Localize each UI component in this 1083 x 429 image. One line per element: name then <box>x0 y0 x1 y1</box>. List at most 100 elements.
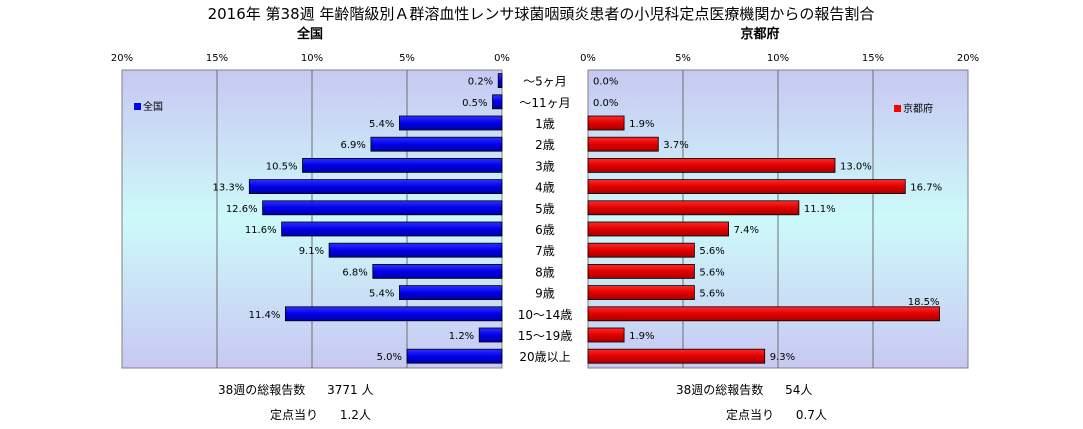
kyoto-per-value: 0.7人 <box>795 408 827 422</box>
chart-title: 2016年 第38週 年齢階級別Ａ群溶血性レンサ球菌咽頭炎患者の小児科定点医療機… <box>208 5 875 23</box>
bar-national <box>478 327 503 343</box>
legend-label-kyoto: 京都府 <box>903 102 933 115</box>
legend-national: 全国 <box>134 100 163 113</box>
bar-national <box>284 306 503 322</box>
bar-national <box>492 94 503 110</box>
tick-label-left: 20% <box>111 53 133 64</box>
bar-label-kyoto: 0.0% <box>593 98 618 109</box>
legend-swatch-kyoto <box>894 105 901 112</box>
bar-label-kyoto: 5.6% <box>699 246 724 257</box>
tick-label-left: 5% <box>399 53 415 64</box>
bar-national <box>372 263 503 279</box>
bar-label-national: 12.6% <box>226 204 258 215</box>
national-per-site: 定点当り 1.2人 <box>270 406 371 423</box>
category-label: ～11ヶ月 <box>519 96 570 110</box>
kyoto-total-label: 38週の総報告数 <box>676 383 764 397</box>
legend-kyoto: 京都府 <box>894 102 933 115</box>
bar-label-national: 13.3% <box>213 183 245 194</box>
national-total: 38週の総報告数 3771 人 <box>218 381 373 398</box>
bar-national <box>370 136 503 152</box>
bar-kyoto <box>587 348 766 364</box>
bar-kyoto <box>587 327 625 343</box>
bar-label-kyoto: 18.5% <box>908 297 940 308</box>
category-label: 8歳 <box>535 265 555 279</box>
bar-label-national: 1.2% <box>449 331 474 342</box>
bar-national <box>398 115 503 131</box>
bar-national <box>328 242 503 258</box>
category-labels: ～5ヶ月 ～11ヶ月 1歳 2歳 3歳 4歳 5歳 6歳 7歳 8歳 9歳 10～14歳 15～19歳 2… <box>518 75 573 365</box>
bar-national <box>248 179 503 195</box>
legend-swatch-national <box>134 103 141 110</box>
bar-label-national: 11.4% <box>249 310 281 321</box>
bar-label-kyoto: 13.0% <box>840 161 872 172</box>
left-panel-title: 全国 <box>296 26 323 42</box>
bar-label-national: 5.0% <box>377 352 402 363</box>
bar-label-kyoto: 11.1% <box>804 204 836 215</box>
bar-national <box>398 285 503 301</box>
bar-label-kyoto: 3.7% <box>663 140 688 151</box>
bar-label-kyoto: 16.7% <box>910 183 942 194</box>
bar-label-kyoto: 7.4% <box>734 225 759 236</box>
bar-national <box>262 200 503 216</box>
bar-national <box>281 221 503 237</box>
bar-labels: 0.2% 0.0% 0.5% 0.0% 5.4% 1.9% 6.9% 3.7% 10.5% 13.… <box>213 77 943 364</box>
bar-label-national: 11.6% <box>245 225 277 236</box>
category-label: 15～19歳 <box>518 329 573 343</box>
tick-label-left: 15% <box>206 53 228 64</box>
bar-label-national: 0.2% <box>468 77 493 88</box>
category-label: 3歳 <box>535 159 555 173</box>
bar-label-kyoto: 1.9% <box>629 119 654 130</box>
bar-label-national: 10.5% <box>266 161 298 172</box>
category-label: 10～14歳 <box>518 308 573 322</box>
kyoto-total: 38週の総報告数 54人 <box>676 381 812 398</box>
bar-kyoto <box>587 242 695 258</box>
tick-label-right: 20% <box>957 53 979 64</box>
bar-kyoto <box>587 157 836 173</box>
kyoto-per-label: 定点当り <box>726 408 775 422</box>
tick-label-right: 5% <box>675 53 691 64</box>
bar-label-national: 6.9% <box>340 140 365 151</box>
national-per-value: 1.2人 <box>339 408 371 422</box>
tick-label-left: 10% <box>301 53 323 64</box>
category-label: ～5ヶ月 <box>523 75 567 89</box>
bar-kyoto <box>587 221 730 237</box>
bar-kyoto <box>587 263 695 279</box>
bars <box>248 73 940 364</box>
national-total-value: 3771 人 <box>327 383 374 397</box>
tick-label-right: 15% <box>862 53 884 64</box>
kyoto-total-value: 54人 <box>785 383 813 397</box>
bar-label-national: 6.8% <box>342 267 367 278</box>
bar-national <box>497 73 503 88</box>
legend-label-national: 全国 <box>143 100 163 113</box>
bar-label-national: 5.4% <box>369 119 394 130</box>
category-label: 20歳以上 <box>519 350 570 364</box>
pyramid-chart: 2016年 第38週 年齢階級別Ａ群溶血性レンサ球菌咽頭炎患者の小児科定点医療機… <box>111 5 979 369</box>
bar-kyoto <box>587 200 800 216</box>
category-label: 2歳 <box>535 138 555 152</box>
category-label: 9歳 <box>535 287 555 301</box>
kyoto-per-site: 定点当り 0.7人 <box>726 406 827 423</box>
right-panel-title: 京都府 <box>740 26 779 42</box>
category-label: 1歳 <box>535 117 555 131</box>
national-per-label: 定点当り <box>270 408 319 422</box>
bar-label-kyoto: 5.6% <box>699 289 724 300</box>
bar-kyoto <box>587 306 940 322</box>
bar-label-national: 0.5% <box>462 98 487 109</box>
bar-national <box>406 348 503 364</box>
tick-label-right: 0% <box>580 53 596 64</box>
bar-kyoto <box>587 179 906 195</box>
national-total-label: 38週の総報告数 <box>218 383 306 397</box>
category-label: 5歳 <box>535 202 555 216</box>
bar-label-kyoto: 1.9% <box>629 331 654 342</box>
bar-label-kyoto: 0.0% <box>593 77 618 88</box>
bar-kyoto <box>587 115 625 131</box>
bar-kyoto <box>587 285 695 301</box>
bar-kyoto <box>587 136 659 152</box>
bar-label-national: 5.4% <box>369 289 394 300</box>
bar-national <box>302 157 503 173</box>
tick-label-left: 0% <box>494 53 510 64</box>
bar-label-kyoto: 9.3% <box>770 352 795 363</box>
category-label: 4歳 <box>535 181 555 195</box>
tick-label-right: 10% <box>767 53 789 64</box>
bar-label-national: 9.1% <box>299 246 324 257</box>
